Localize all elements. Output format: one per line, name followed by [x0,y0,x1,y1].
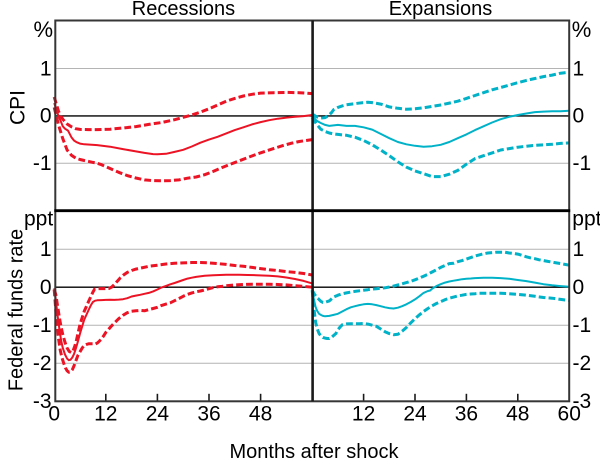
svg-text:48: 48 [506,403,529,426]
svg-text:1: 1 [573,238,585,261]
svg-text:-3: -3 [573,390,592,413]
svg-text:-1: -1 [573,314,592,337]
svg-text:Expansions: Expansions [389,0,492,20]
svg-text:Months after shock: Months after shock [230,441,400,458]
svg-text:0: 0 [573,105,585,128]
svg-text:ppt: ppt [24,208,53,231]
svg-text:12: 12 [352,403,375,426]
svg-text:-2: -2 [33,352,52,375]
svg-text:%: % [572,17,592,42]
svg-text:12: 12 [94,403,117,426]
svg-text:1: 1 [40,238,52,261]
svg-text:1: 1 [573,57,585,80]
svg-text:0: 0 [48,403,60,426]
svg-text:24: 24 [403,403,427,426]
svg-text:%: % [33,17,53,42]
svg-text:0: 0 [40,276,52,299]
svg-text:36: 36 [197,403,220,426]
svg-text:-1: -1 [573,152,592,175]
svg-text:Federal funds rate: Federal funds rate [5,229,27,391]
svg-text:CPI: CPI [7,90,30,125]
svg-text:Recessions: Recessions [132,0,235,20]
svg-text:36: 36 [455,403,478,426]
svg-text:48: 48 [249,403,272,426]
svg-text:1: 1 [40,57,52,80]
svg-text:60: 60 [558,403,581,426]
svg-text:-1: -1 [33,152,52,175]
svg-text:0: 0 [573,276,585,299]
svg-text:0: 0 [40,105,52,128]
svg-text:ppt: ppt [572,208,600,231]
svg-text:-3: -3 [33,390,52,413]
svg-text:-1: -1 [33,314,52,337]
svg-text:24: 24 [146,403,170,426]
svg-text:-2: -2 [573,352,592,375]
